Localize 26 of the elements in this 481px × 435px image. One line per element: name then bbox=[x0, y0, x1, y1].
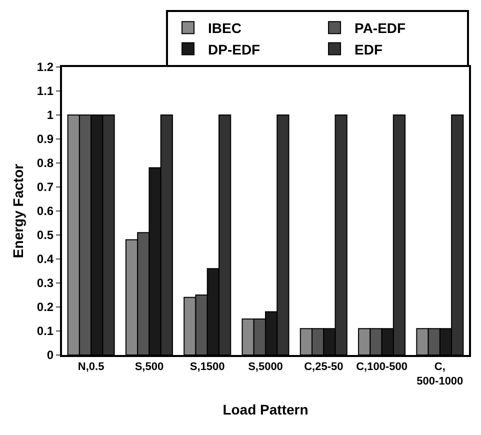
y-tick-label: 0.8 bbox=[36, 156, 54, 170]
y-tick-label: 0.7 bbox=[36, 180, 54, 194]
x-tick-label: S,500 bbox=[134, 361, 164, 374]
legend-label: IBEC bbox=[208, 20, 242, 36]
legend-label: EDF bbox=[354, 41, 383, 58]
x-tick-label: S,1500 bbox=[190, 361, 225, 374]
y-tick-label: 0.4 bbox=[36, 252, 54, 266]
y-tick-label: 1.2 bbox=[36, 60, 54, 74]
y-tick-label: 1.1 bbox=[36, 84, 54, 98]
y-tick-label: 1 bbox=[46, 108, 54, 122]
y-tick-label: 0.1 bbox=[36, 324, 54, 338]
x-tick-label: S,5000 bbox=[248, 361, 283, 374]
x-tick-label: C, 500-1000 bbox=[416, 361, 464, 388]
y-tick-label: 0.6 bbox=[36, 204, 54, 218]
y-axis-title: Energy Factor bbox=[10, 163, 26, 258]
x-tick-label: N,0.5 bbox=[78, 361, 104, 374]
y-tick-label: 0 bbox=[46, 348, 54, 362]
y-tick-label: 0.9 bbox=[36, 132, 54, 146]
legend-label: PA-EDF bbox=[354, 20, 406, 36]
x-axis-title: Load Pattern bbox=[222, 401, 308, 418]
y-tick-label: 0.5 bbox=[36, 228, 54, 242]
legend-label: DP-EDF bbox=[208, 41, 261, 58]
y-tick-label: 0.3 bbox=[36, 276, 54, 290]
y-tick-label: 0.2 bbox=[36, 300, 54, 314]
x-tick-label: C,25-50 bbox=[304, 361, 344, 374]
x-tick-label: C,100-500 bbox=[356, 361, 408, 374]
